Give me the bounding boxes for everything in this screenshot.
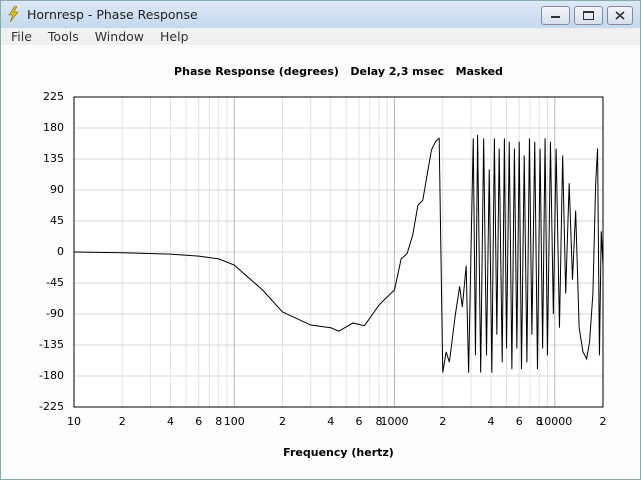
x-axis-title: Frequency (hertz) bbox=[283, 446, 394, 459]
y-tick-label: 45 bbox=[50, 214, 64, 227]
x-tick-label: 4 bbox=[327, 415, 334, 428]
menu-item[interactable]: Tools bbox=[47, 29, 79, 44]
y-tick-label: -45 bbox=[46, 276, 64, 289]
x-tick-label: 1000 bbox=[381, 415, 409, 428]
maximize-button[interactable] bbox=[574, 6, 603, 25]
y-tick-label: 90 bbox=[50, 183, 64, 196]
x-tick-label: 6 bbox=[195, 415, 202, 428]
menu-item[interactable]: Window bbox=[94, 29, 145, 44]
x-tick-label: 2 bbox=[600, 415, 607, 428]
chart-title: Phase Response (degrees) Delay 2,3 msec … bbox=[174, 65, 503, 78]
chart: Phase Response (degrees) Delay 2,3 msec … bbox=[39, 65, 607, 459]
window-title: Hornresp - Phase Response bbox=[27, 7, 198, 22]
x-tick-label: 8 bbox=[536, 415, 543, 428]
y-tick-label: -225 bbox=[39, 400, 64, 413]
x-tick-label: 4 bbox=[487, 415, 494, 428]
y-tick-label: 180 bbox=[43, 121, 64, 134]
x-tick-label: 10000 bbox=[537, 415, 572, 428]
x-tick-label: 4 bbox=[167, 415, 174, 428]
close-icon bbox=[615, 11, 625, 20]
y-tick-label: -135 bbox=[39, 338, 64, 351]
y-tick-label: -90 bbox=[46, 307, 64, 320]
x-tick-label: 8 bbox=[375, 415, 382, 428]
y-tick-label: 135 bbox=[43, 152, 64, 165]
y-tick-label: -180 bbox=[39, 369, 64, 382]
y-tick-label: 225 bbox=[43, 90, 64, 103]
menu-item[interactable]: File bbox=[11, 29, 32, 44]
x-tick-label: 2 bbox=[439, 415, 446, 428]
minimize-button[interactable] bbox=[541, 6, 570, 25]
app-icon bbox=[8, 6, 19, 22]
title-bar: Hornresp - Phase Response bbox=[1, 1, 640, 28]
menu-item[interactable]: Help bbox=[160, 29, 189, 44]
x-tick-label: 2 bbox=[279, 415, 286, 428]
x-tick-label: 6 bbox=[516, 415, 523, 428]
x-tick-label: 8 bbox=[215, 415, 222, 428]
x-tick-label: 10 bbox=[67, 415, 81, 428]
data-line bbox=[73, 134, 604, 373]
x-tick-label: 2 bbox=[119, 415, 126, 428]
menu-bar: File Tools Window Help bbox=[1, 28, 640, 45]
x-tick-label: 100 bbox=[224, 415, 245, 428]
x-tick-label: 6 bbox=[355, 415, 362, 428]
y-tick-label: 0 bbox=[57, 245, 64, 258]
close-button[interactable] bbox=[607, 6, 633, 25]
